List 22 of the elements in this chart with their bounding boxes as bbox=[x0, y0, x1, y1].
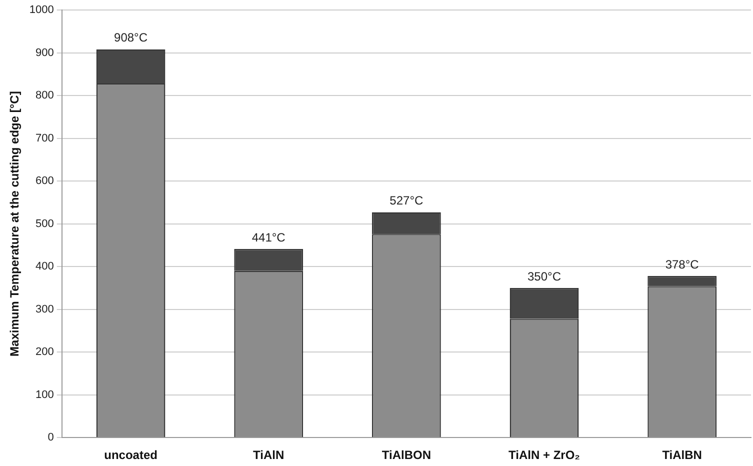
total-label: 378°C bbox=[665, 257, 700, 272]
total-label: 908°C bbox=[114, 30, 148, 45]
y-tick-label: 500 bbox=[36, 218, 54, 230]
y-tick-label: 1000 bbox=[29, 4, 54, 16]
x-tick-label: TiAlN + ZrO₂ bbox=[508, 448, 580, 462]
y-axis-title: Maximum Temperature at the cutting edge [°C] bbox=[8, 91, 22, 356]
y-tick-label: 900 bbox=[36, 46, 54, 59]
x-tick-label: TiAlBON bbox=[382, 448, 431, 462]
y-tick-label: 100 bbox=[36, 388, 54, 401]
total-label: 441°C bbox=[252, 230, 286, 244]
x-tick-label: uncoated bbox=[104, 448, 158, 462]
y-tick-label: 800 bbox=[36, 90, 54, 102]
y-tick-label: 400 bbox=[36, 260, 54, 273]
x-tick-label: TiAlN bbox=[253, 448, 284, 462]
y-tick-label: 700 bbox=[36, 132, 54, 144]
x-tick-label: TiAlBN bbox=[662, 448, 702, 462]
y-tick-label: 200 bbox=[36, 346, 54, 358]
y-tick-label: 300 bbox=[36, 303, 54, 316]
total-label: 527°C bbox=[390, 194, 424, 208]
y-tick-label: 0 bbox=[48, 432, 54, 444]
y-tick-label: 600 bbox=[36, 175, 54, 188]
total-label: 350°C bbox=[528, 269, 562, 284]
